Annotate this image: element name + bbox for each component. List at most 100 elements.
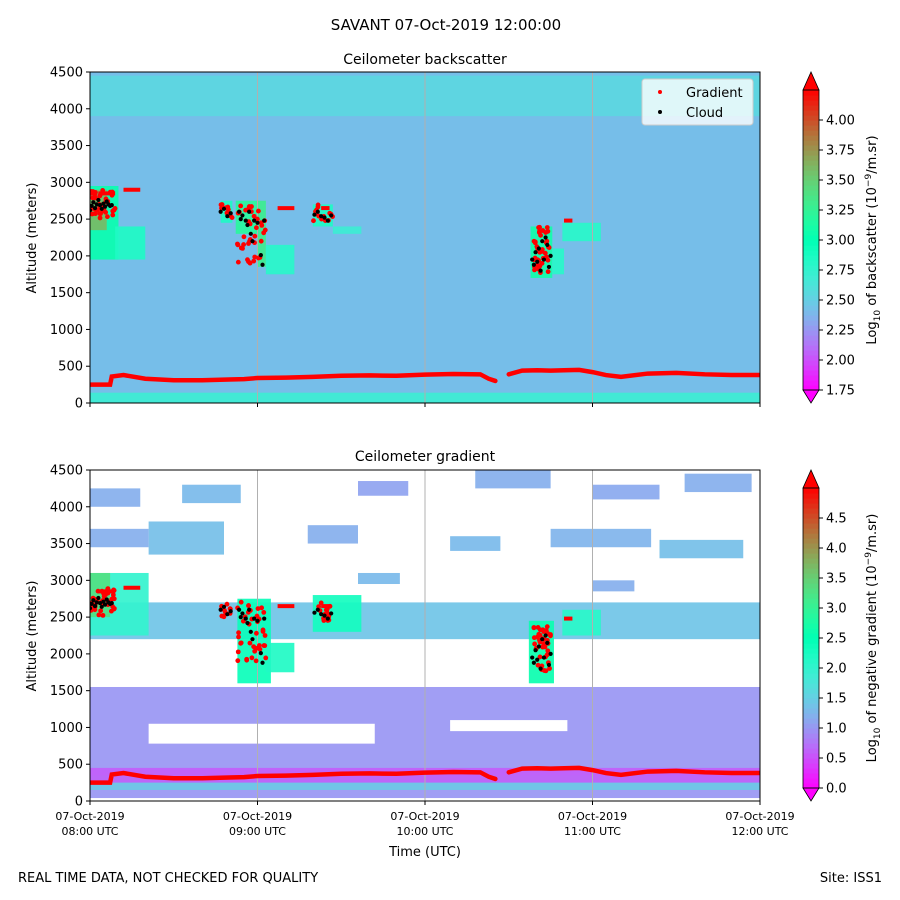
cloud-point: [247, 209, 252, 214]
gradient-point: [538, 232, 543, 238]
cloud-point: [538, 268, 543, 273]
gradient-panel-title: Ceilometer gradient: [355, 449, 496, 465]
cloud-point: [545, 640, 550, 645]
colorbar-band: [803, 300, 819, 306]
colorbar-band: [803, 120, 819, 126]
colorbar-band: [803, 538, 819, 544]
gradient-point: [261, 230, 267, 236]
colorbar-band: [803, 290, 819, 296]
colorbar-band: [803, 498, 819, 504]
cloud-point: [218, 209, 223, 214]
colorbar-band: [803, 683, 819, 689]
cloud-point: [91, 598, 96, 603]
gradient-point: [531, 635, 537, 641]
colorbar-band: [803, 718, 819, 724]
heatmap-region: [358, 572, 400, 585]
colorbar-band: [803, 260, 819, 266]
y-tick-label: 0: [75, 795, 83, 810]
colorbar-tick-label: 2.50: [826, 294, 855, 309]
heatmap-region: [265, 642, 295, 673]
colorbar-band: [803, 160, 819, 166]
colorbar-band: [803, 195, 819, 201]
colorbar-band: [803, 210, 819, 216]
cloud-point: [533, 250, 538, 255]
colorbar-band: [803, 778, 819, 784]
colorbar-band: [803, 185, 819, 191]
gradient-point: [98, 608, 104, 614]
colorbar-tick-label: 2.75: [826, 264, 855, 279]
heatmap-region: [182, 484, 241, 504]
gradient-point: [111, 596, 117, 602]
gradient-point: [246, 204, 252, 209]
gradient-point: [539, 249, 545, 254]
colorbar-band: [803, 648, 819, 654]
heatmap-region: [148, 723, 375, 744]
backscatter-panel: Ceilometer backscatter 0 500 1000 1500 2000 2…: [25, 52, 883, 412]
colorbar-band: [803, 738, 819, 744]
colorbar-label: Log10 of backscatter (10−9/m.sr): [864, 135, 883, 344]
y-tick-label: 4500: [50, 66, 83, 81]
colorbar-band: [803, 618, 819, 624]
colorbar-band: [803, 623, 819, 629]
colorbar-band: [803, 275, 819, 281]
colorbar-tick-label: 0.5: [826, 752, 847, 767]
gradient-point: [535, 662, 541, 668]
y-tick-label: 2000: [50, 647, 83, 662]
heatmap-region: [235, 200, 258, 234]
colorbar-band: [803, 170, 819, 176]
backscatter-x-axis: [89, 403, 761, 407]
colorbar-tick-label: 0.0: [826, 782, 847, 797]
colorbar-tick-label: 3.00: [826, 234, 855, 249]
gradient-point: [236, 630, 241, 636]
colorbar-band: [803, 125, 819, 131]
colorbar-band: [803, 768, 819, 774]
colorbar-band: [803, 763, 819, 769]
cloud-point: [322, 613, 327, 618]
quality-notice: REAL TIME DATA, NOT CHECKED FOR QUALITY: [18, 871, 318, 886]
legend-marker: [658, 90, 662, 94]
cloud-point: [238, 615, 243, 620]
gradient-point: [545, 269, 551, 275]
cloud-point: [538, 666, 543, 671]
cloud-point: [96, 595, 101, 601]
colorbar-band: [803, 340, 819, 346]
colorbar-tick-label: 1.0: [826, 722, 847, 737]
colorbar-tick-label: 3.25: [826, 204, 855, 219]
colorbar-band: [803, 488, 819, 494]
cloud-point: [543, 633, 548, 638]
colorbar-tick-label: 2.0: [826, 662, 847, 677]
heatmap-region: [450, 536, 501, 551]
colorbar-band: [803, 355, 819, 361]
gradient-point: [97, 192, 103, 198]
gradient-point: [260, 627, 266, 633]
y-tick-label: 2500: [50, 213, 83, 228]
gradient-y-axis: 0 500 1000 1500 2000 2500 3000 3500 4000 4500: [50, 464, 90, 810]
gradient-point: [318, 600, 324, 606]
cloud-point: [225, 612, 230, 617]
cloud-point: [545, 242, 550, 247]
gradient-point: [238, 599, 244, 605]
gradient-point: [261, 643, 267, 648]
colorbar-band: [803, 758, 819, 764]
heatmap-region: [332, 226, 362, 234]
colorbar-band: [803, 330, 819, 336]
gradient-point: [105, 214, 110, 220]
cloud-point: [243, 218, 248, 223]
gradient-point: [258, 238, 264, 244]
colorbar-band: [803, 528, 819, 534]
gradient-point: [263, 655, 269, 661]
colorbar-label: Log10 of negative gradient (10−9/m.sr): [864, 514, 883, 763]
colorbar-band: [803, 508, 819, 514]
colorbar-band: [803, 180, 819, 186]
x-tick-date: 07-Oct-2019: [55, 810, 124, 823]
cloud-point: [236, 209, 242, 214]
gradient-series-line: [90, 765, 760, 785]
colorbar-band: [803, 553, 819, 559]
colorbar-band: [803, 673, 819, 679]
colorbar-band: [803, 703, 819, 709]
colorbar-band: [803, 748, 819, 754]
legend-marker: [658, 110, 662, 114]
heatmap-region: [148, 521, 224, 555]
gradient-point: [262, 633, 268, 638]
gradient-y-label: Altitude (meters): [25, 581, 40, 692]
